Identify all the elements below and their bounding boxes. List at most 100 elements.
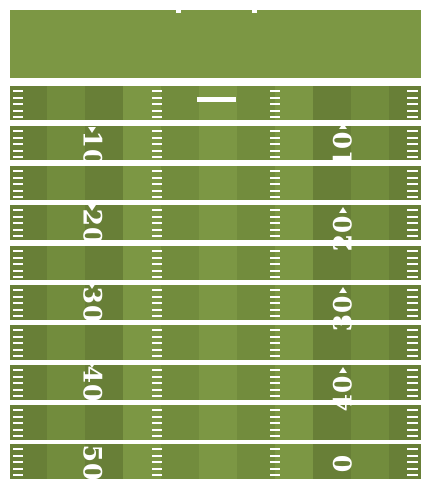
hash-mark bbox=[270, 143, 280, 145]
hash-mark bbox=[270, 96, 280, 99]
grass-stripe bbox=[199, 325, 237, 360]
hash-mark bbox=[407, 375, 418, 378]
hash-mark bbox=[152, 250, 162, 252]
hash-mark bbox=[270, 189, 280, 192]
hash-mark bbox=[152, 136, 162, 139]
grass-stripe bbox=[161, 205, 199, 240]
hash-mark bbox=[270, 395, 280, 397]
hash-mark bbox=[407, 422, 418, 424]
hash-mark bbox=[152, 474, 162, 476]
hash-mark bbox=[407, 435, 418, 437]
yard-number-right: 0 bbox=[328, 453, 358, 473]
grass-stripe bbox=[351, 246, 389, 280]
grass-stripe bbox=[351, 126, 389, 160]
hash-mark bbox=[270, 388, 280, 391]
grass-stripe bbox=[313, 325, 351, 360]
hash-mark bbox=[152, 308, 162, 311]
hash-mark bbox=[152, 342, 162, 344]
grass-stripe bbox=[47, 246, 85, 280]
grass-stripe bbox=[161, 166, 199, 200]
grass-stripe bbox=[85, 444, 123, 479]
grass-stripe bbox=[313, 444, 351, 479]
hash-mark bbox=[13, 289, 23, 291]
hash-mark bbox=[152, 149, 162, 152]
grass-stripe bbox=[351, 365, 389, 400]
hash-mark bbox=[270, 428, 280, 431]
hash-mark bbox=[13, 215, 23, 218]
grass-stripe bbox=[237, 444, 275, 479]
grass-stripe bbox=[161, 325, 199, 360]
hash-mark bbox=[152, 109, 162, 112]
end-zone bbox=[10, 10, 421, 78]
grass-stripe bbox=[237, 86, 275, 120]
hash-mark bbox=[152, 130, 162, 132]
hash-mark bbox=[270, 256, 280, 259]
hash-mark bbox=[270, 454, 280, 457]
hash-mark bbox=[270, 222, 280, 224]
hash-mark bbox=[407, 96, 418, 99]
hash-mark bbox=[152, 348, 162, 351]
direction-arrow-icon bbox=[339, 287, 347, 293]
hash-mark bbox=[407, 189, 418, 192]
grass-stripe bbox=[85, 405, 123, 440]
hash-mark bbox=[13, 170, 23, 172]
grass-stripe bbox=[161, 126, 199, 160]
hash-mark bbox=[152, 409, 162, 411]
grass-stripe bbox=[237, 246, 275, 280]
hash-mark bbox=[152, 96, 162, 99]
hash-mark bbox=[270, 90, 280, 92]
yard-number-right: 20 bbox=[328, 214, 358, 252]
hash-mark bbox=[13, 461, 23, 463]
hash-mark bbox=[407, 382, 418, 384]
direction-arrow-icon bbox=[88, 362, 96, 368]
hash-mark bbox=[407, 170, 418, 172]
grass-stripe bbox=[47, 405, 85, 440]
grass-stripe bbox=[199, 285, 237, 320]
hash-mark bbox=[407, 348, 418, 351]
hash-mark bbox=[13, 130, 23, 132]
hash-mark bbox=[407, 409, 418, 411]
hash-mark bbox=[270, 382, 280, 384]
hash-mark bbox=[407, 222, 418, 224]
grass-stripe bbox=[351, 444, 389, 479]
hash-mark bbox=[152, 382, 162, 384]
hash-mark bbox=[270, 289, 280, 291]
hash-mark bbox=[13, 143, 23, 145]
hash-mark bbox=[152, 276, 162, 278]
hash-mark bbox=[13, 263, 23, 265]
hash-mark bbox=[13, 435, 23, 437]
grass-stripe bbox=[275, 285, 313, 320]
grass-stripe bbox=[47, 285, 85, 320]
hash-mark bbox=[13, 149, 23, 152]
hash-mark bbox=[407, 149, 418, 152]
hash-mark bbox=[407, 388, 418, 391]
grass-stripe bbox=[275, 444, 313, 479]
hash-mark bbox=[152, 448, 162, 450]
hash-mark bbox=[407, 428, 418, 431]
hash-mark bbox=[13, 315, 23, 317]
hash-mark bbox=[13, 250, 23, 252]
grass-stripe bbox=[275, 325, 313, 360]
hash-mark bbox=[270, 136, 280, 139]
hash-mark bbox=[407, 342, 418, 344]
grass-stripe bbox=[199, 126, 237, 160]
hash-mark bbox=[407, 467, 418, 470]
hash-mark bbox=[407, 215, 418, 218]
grass-stripe bbox=[351, 205, 389, 240]
hash-mark bbox=[152, 302, 162, 304]
hash-mark bbox=[407, 474, 418, 476]
hash-mark bbox=[13, 355, 23, 357]
hash-mark bbox=[270, 196, 280, 198]
hash-mark bbox=[13, 222, 23, 224]
hash-mark bbox=[270, 170, 280, 172]
grass-stripe bbox=[237, 285, 275, 320]
grass-stripe bbox=[199, 205, 237, 240]
grass-stripe bbox=[275, 86, 313, 120]
yard-number-left: 20 bbox=[77, 208, 107, 246]
hash-mark bbox=[152, 269, 162, 272]
grass-stripe bbox=[275, 126, 313, 160]
hash-mark bbox=[407, 335, 418, 338]
hash-mark bbox=[407, 369, 418, 371]
grass-stripe bbox=[275, 166, 313, 200]
hash-mark bbox=[407, 90, 418, 92]
